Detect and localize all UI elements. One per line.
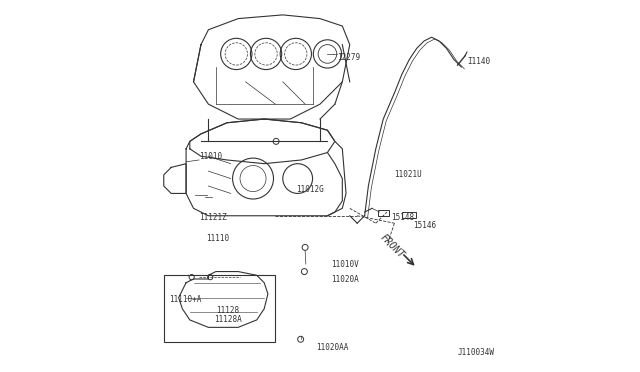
Text: I1140: I1140 <box>467 57 490 66</box>
Text: 15146: 15146 <box>413 221 436 230</box>
Text: 11020AA: 11020AA <box>316 343 349 352</box>
Text: 11021U: 11021U <box>394 170 422 179</box>
Text: 12279: 12279 <box>337 53 360 62</box>
Text: 11012G: 11012G <box>296 185 324 194</box>
Text: 11110: 11110 <box>207 234 230 243</box>
Bar <box>378 210 389 216</box>
Text: 11010: 11010 <box>199 152 222 161</box>
Text: 15148: 15148 <box>390 213 414 222</box>
Bar <box>402 212 416 218</box>
Text: J110034W: J110034W <box>458 348 495 357</box>
Text: 11010V: 11010V <box>331 260 359 269</box>
Text: 11128A: 11128A <box>214 315 242 324</box>
Text: 11128: 11128 <box>216 306 239 315</box>
Text: 11121Z: 11121Z <box>199 213 227 222</box>
Bar <box>164 275 275 342</box>
Text: FRONT: FRONT <box>379 232 406 260</box>
Text: 11020A: 11020A <box>331 275 359 283</box>
Text: 11110+A: 11110+A <box>170 295 202 304</box>
